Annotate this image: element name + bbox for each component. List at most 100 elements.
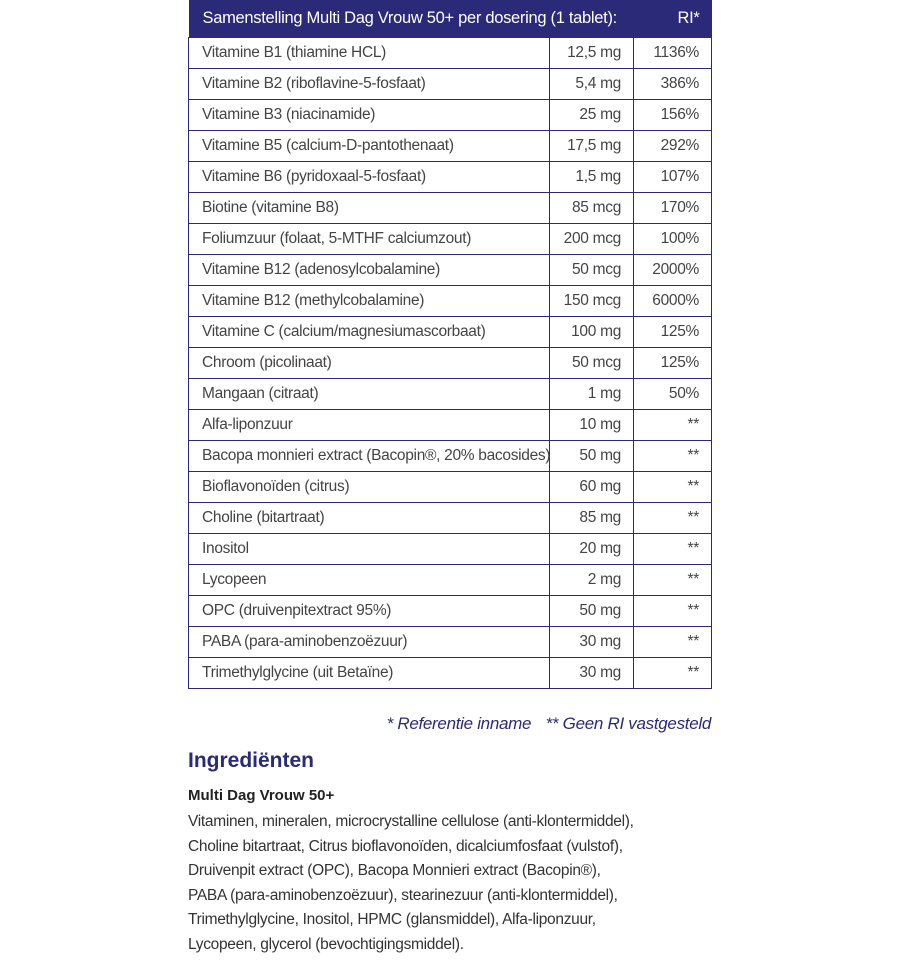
nutrient-amount: 5,4 mg — [548, 68, 635, 100]
nutrient-amount: 50 mg — [548, 440, 635, 472]
nutrient-name: OPC (druivenpitextract 95%) — [188, 595, 550, 627]
nutrient-ri: ** — [633, 471, 713, 503]
nutrient-name: PABA (para-aminobenzoëzuur) — [188, 626, 550, 658]
nutrient-ri: ** — [633, 595, 713, 627]
nutrient-ri: ** — [633, 564, 713, 596]
nutrient-ri: 1136% — [633, 37, 713, 69]
table-row: Vitamine B2 (riboflavine-5-fosfaat) 5,4 m… — [188, 68, 713, 100]
nutrient-ri: 125% — [633, 347, 713, 379]
nutrient-name: Bioflavonoïden (citrus) — [188, 471, 550, 503]
nutrient-name: Mangaan (citraat) — [188, 378, 550, 410]
table-row: Trimethylglycine (uit Betaïne) 30 mg ** — [188, 657, 713, 689]
nutrient-name: Vitamine C (calcium/magnesiumascorbaat) — [188, 316, 550, 348]
table-row: Vitamine B12 (methylcobalamine) 150 mcg 60… — [188, 285, 713, 317]
table-title: Samenstelling Multi Dag Vrouw 50+ per do… — [188, 0, 634, 38]
footnote-ri: * Referentie inname — [386, 714, 532, 733]
table-row: Vitamine B3 (niacinamide) 25 mg 156% — [188, 99, 713, 131]
table-row: Vitamine B6 (pyridoxaal-5-fosfaat) 1,5 mg… — [188, 161, 713, 193]
nutrient-name: Alfa-liponzuur — [188, 409, 550, 441]
ingredients-product: Multi Dag Vrouw 50+ — [188, 787, 335, 804]
nutrient-amount: 2 mg — [548, 564, 635, 596]
table-row: Bacopa monnieri extract (Bacopin®, 20% b… — [188, 440, 713, 472]
nutrient-name: Vitamine B3 (niacinamide) — [188, 99, 550, 131]
table-row: Alfa-liponzuur 10 mg ** — [188, 409, 713, 441]
nutrient-amount: 50 mg — [548, 595, 635, 627]
table-row: Bioflavonoïden (citrus) 60 mg ** — [188, 471, 713, 503]
nutrient-ri: 6000% — [633, 285, 713, 317]
nutrient-amount: 1 mg — [548, 378, 635, 410]
nutrient-amount: 85 mcg — [548, 192, 635, 224]
nutrient-name: Vitamine B1 (thiamine HCL) — [188, 37, 550, 69]
table-row: OPC (druivenpitextract 95%) 50 mg ** — [188, 595, 713, 627]
nutrient-name: Vitamine B6 (pyridoxaal-5-fosfaat) — [188, 161, 550, 193]
nutrient-amount: 150 mcg — [548, 285, 635, 317]
nutrient-name: Vitamine B5 (calcium-D-pantothenaat) — [188, 130, 550, 162]
nutrient-amount: 50 mcg — [548, 347, 635, 379]
table-row: Vitamine B5 (calcium-D-pantothenaat) 17,5… — [188, 130, 713, 162]
table-row: Biotine (vitamine B8) 85 mcg 170% — [188, 192, 713, 224]
nutrient-amount: 200 mcg — [548, 223, 635, 255]
nutrient-ri: ** — [633, 533, 713, 565]
nutrient-ri: 107% — [633, 161, 713, 193]
nutrient-ri: 100% — [633, 223, 713, 255]
nutrient-name: Choline (bitartraat) — [188, 502, 550, 534]
nutrition-table: Samenstelling Multi Dag Vrouw 50+ per do… — [188, 0, 713, 689]
nutrient-name: Lycopeen — [188, 564, 550, 596]
table-row: Chroom (picolinaat) 50 mcg 125% — [188, 347, 713, 379]
nutrient-ri: ** — [633, 657, 713, 689]
nutrient-name: Trimethylglycine (uit Betaïne) — [188, 657, 550, 689]
nutrient-ri: ** — [633, 626, 713, 658]
nutrient-name: Vitamine B2 (riboflavine-5-fosfaat) — [188, 68, 550, 100]
nutrient-ri: 170% — [633, 192, 713, 224]
nutrient-name: Biotine (vitamine B8) — [188, 192, 550, 224]
nutrient-name: Vitamine B12 (adenosylcobalamine) — [188, 254, 550, 286]
ingredients-line: Druivenpit extract (OPC), Bacopa Monnier… — [188, 862, 601, 879]
ingredients-line: Vitaminen, mineralen, microcrystalline c… — [188, 813, 634, 830]
nutrient-ri: 2000% — [633, 254, 713, 286]
nutrient-name: Bacopa monnieri extract (Bacopin®, 20% b… — [188, 440, 551, 472]
nutrient-amount: 30 mg — [548, 657, 635, 689]
ingredients-line: Trimethylglycine, Inositol, HPMC (glansm… — [188, 911, 596, 928]
nutrient-ri: ** — [633, 502, 713, 534]
nutrient-name: Foliumzuur (folaat, 5-MTHF calciumzout) — [188, 223, 550, 255]
nutrient-name: Chroom (picolinaat) — [188, 347, 550, 379]
nutrient-amount: 50 mcg — [548, 254, 635, 286]
nutrient-amount: 100 mg — [548, 316, 635, 348]
nutrient-ri: 292% — [633, 130, 713, 162]
ingredients-line: Choline bitartraat, Citrus bioflavonoïde… — [188, 837, 623, 855]
ingredients-line: Lycopeen, glycerol (bevochtigingsmiddel)… — [188, 935, 464, 953]
nutrient-ri: ** — [633, 440, 713, 472]
nutrient-name: Inositol — [188, 533, 550, 565]
nutrient-amount: 20 mg — [548, 533, 635, 565]
table-row: Mangaan (citraat) 1 mg 50% — [188, 378, 713, 410]
nutrient-ri: 386% — [633, 68, 713, 100]
nutrient-name: Vitamine B12 (methylcobalamine) — [188, 285, 550, 317]
nutrient-amount: 17,5 mg — [548, 130, 635, 162]
nutrient-amount: 12,5 mg — [548, 37, 635, 69]
nutrient-amount: 60 mg — [548, 471, 635, 503]
nutrient-amount: 1,5 mg — [548, 161, 635, 193]
table-row: Choline (bitartraat) 85 mg ** — [188, 502, 713, 534]
table-header: Samenstelling Multi Dag Vrouw 50+ per do… — [188, 0, 712, 38]
nutrient-ri: 156% — [633, 99, 713, 131]
table-row: Inositol 20 mg ** — [188, 533, 713, 565]
nutrient-ri: 50% — [633, 378, 713, 410]
nutrient-amount: 25 mg — [548, 99, 635, 131]
table-row: Lycopeen 2 mg ** — [188, 564, 713, 596]
nutrient-amount: 10 mg — [548, 409, 635, 441]
table-row: Vitamine C (calcium/magnesiumascorbaat) 1… — [188, 316, 713, 348]
ingredients-text: Vitaminen, mineralen, microcrystalline c… — [188, 810, 728, 957]
table-row: Foliumzuur (folaat, 5-MTHF calciumzout) 2… — [188, 223, 713, 255]
table-row: PABA (para-aminobenzoëzuur) 30 mg ** — [188, 626, 713, 658]
nutrient-ri: 125% — [633, 316, 713, 348]
footnote-no-ri: ** Geen RI vastgesteld — [545, 714, 712, 733]
nutrient-amount: 30 mg — [548, 626, 635, 658]
ingredients-line: PABA (para-aminobenzoëzuur), stearinezuu… — [188, 886, 618, 904]
nutrient-ri: ** — [633, 409, 713, 441]
nutrient-amount: 85 mg — [548, 502, 635, 534]
footnotes: * Referentie inname ** Geen RI vastgeste… — [386, 714, 712, 734]
ingredients-heading: Ingrediënten — [188, 749, 315, 772]
table-row: Vitamine B12 (adenosylcobalamine) 50 mcg 2… — [188, 254, 713, 286]
table-row: Vitamine B1 (thiamine HCL) 12,5 mg 1136% — [188, 37, 713, 69]
ri-column-header: RI* — [633, 0, 712, 38]
